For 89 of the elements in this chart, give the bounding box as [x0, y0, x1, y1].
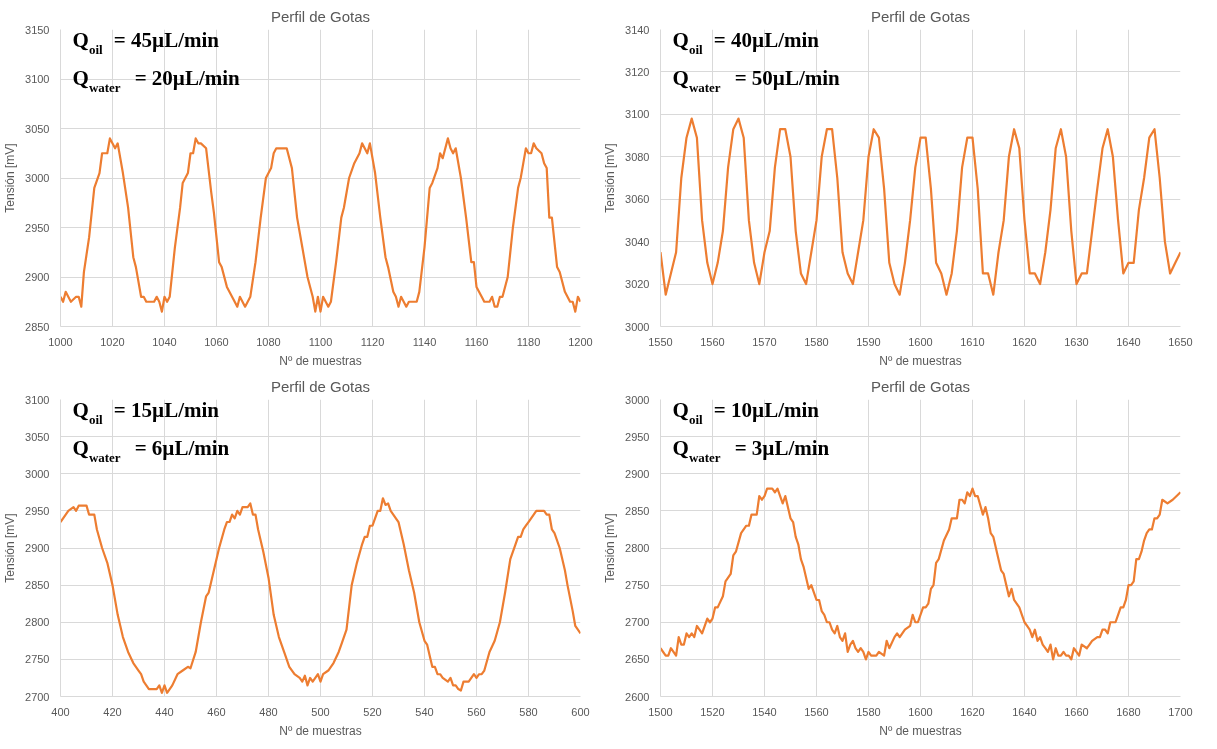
x-tick-label: 540	[415, 705, 434, 718]
x-tick-label: 1040	[152, 335, 177, 348]
x-tick-label: 1550	[648, 335, 673, 348]
x-tick-label: 1590	[856, 335, 881, 348]
y-tick-label: 2750	[625, 579, 650, 592]
x-tick-label: 580	[519, 705, 538, 718]
x-tick-label: 1620	[960, 705, 985, 718]
x-tick-label: 560	[467, 705, 486, 718]
x-tick-label: 1140	[412, 335, 437, 348]
x-tick-label: 1620	[1012, 335, 1037, 348]
x-tick-label: 1020	[100, 335, 125, 348]
x-tick-label: 1080	[256, 335, 281, 348]
x-tick-label: 600	[571, 705, 590, 718]
y-tick-label: 2700	[25, 690, 50, 703]
x-axis-title: Nº de muestras	[879, 353, 962, 368]
x-tick-label: 1640	[1012, 705, 1037, 718]
x-tick-label: 400	[51, 705, 70, 718]
x-axis-title: Nº de muestras	[279, 723, 362, 738]
y-tick-label: 3100	[25, 73, 50, 85]
y-tick-label: 3000	[625, 393, 650, 406]
y-tick-label: 2850	[25, 320, 50, 333]
y-tick-label: 2700	[625, 616, 650, 629]
x-axis-title: Nº de muestras	[879, 723, 962, 738]
x-tick-label: 1100	[308, 335, 333, 348]
chart-title: Perfil de Gotas	[270, 377, 371, 395]
y-axis-title: Tensión [mV]	[3, 143, 18, 213]
x-tick-label: 1500	[648, 705, 673, 718]
x-tick-label: 1600	[908, 705, 933, 718]
y-tick-label: 3040	[625, 235, 650, 248]
x-tick-label: 1000	[48, 335, 73, 348]
x-tick-label: 1520	[700, 705, 725, 718]
y-axis-title: Tensión [mV]	[603, 513, 618, 583]
y-tick-label: 3080	[625, 150, 650, 163]
y-tick-label: 2650	[625, 653, 650, 666]
y-tick-label: 3100	[25, 393, 50, 406]
x-tick-label: 1630	[1064, 335, 1089, 348]
y-tick-label: 2850	[25, 579, 50, 592]
x-tick-label: 1640	[1116, 335, 1141, 348]
y-tick-label: 3000	[25, 172, 50, 184]
y-tick-label: 2800	[25, 616, 50, 629]
x-tick-label: 1650	[1168, 335, 1193, 348]
x-tick-label: 1680	[1116, 705, 1141, 718]
x-tick-label: 420	[103, 705, 122, 718]
x-tick-label: 500	[311, 705, 330, 718]
y-tick-label: 2800	[625, 542, 650, 554]
x-tick-label: 1600	[908, 335, 933, 348]
x-tick-label: 1180	[516, 335, 541, 348]
y-tick-label: 2900	[25, 542, 50, 554]
x-tick-label: 1560	[700, 335, 725, 348]
x-tick-label: 1570	[752, 335, 777, 348]
y-tick-label: 3060	[625, 193, 650, 206]
x-tick-label: 1160	[464, 335, 489, 348]
y-tick-label: 3000	[625, 320, 650, 333]
x-tick-label: 460	[207, 705, 226, 718]
y-tick-label: 3050	[25, 430, 50, 443]
y-tick-label: 2950	[625, 430, 650, 443]
x-tick-label: 1700	[1168, 705, 1193, 718]
y-tick-label: 2950	[25, 221, 50, 234]
chart-title: Perfil de Gotas	[270, 7, 371, 25]
x-tick-label: 520	[363, 705, 382, 718]
y-tick-label: 3000	[25, 467, 50, 480]
y-axis-title: Tensión [mV]	[603, 143, 618, 213]
x-tick-label: 1580	[804, 335, 829, 348]
x-tick-label: 1560	[804, 705, 829, 718]
y-tick-label: 2900	[25, 271, 50, 283]
y-tick-label: 2750	[25, 653, 50, 666]
y-tick-label: 3150	[25, 23, 50, 36]
y-tick-label: 2600	[625, 690, 650, 703]
x-tick-label: 1060	[204, 335, 229, 348]
y-tick-label: 2900	[625, 467, 650, 480]
y-tick-label: 3050	[25, 122, 50, 135]
y-tick-label: 3140	[625, 23, 650, 36]
x-tick-label: 1660	[1064, 705, 1089, 718]
x-tick-label: 1120	[360, 335, 385, 348]
x-tick-label: 480	[259, 705, 278, 718]
y-tick-label: 3100	[625, 108, 650, 121]
x-tick-label: 1610	[960, 335, 985, 348]
x-tick-label: 1200	[568, 335, 593, 348]
y-tick-label: 2850	[625, 504, 650, 517]
y-tick-label: 3120	[625, 65, 650, 78]
y-tick-label: 2950	[25, 504, 50, 517]
chart-title: Perfil de Gotas	[870, 7, 971, 25]
x-tick-label: 440	[155, 705, 174, 718]
chart-title: Perfil de Gotas	[870, 377, 971, 395]
x-tick-label: 1540	[752, 705, 777, 718]
y-axis-title: Tensión [mV]	[3, 513, 18, 583]
x-tick-label: 1580	[856, 705, 881, 718]
y-tick-label: 3020	[625, 278, 650, 291]
x-axis-title: Nº de muestras	[279, 353, 362, 368]
